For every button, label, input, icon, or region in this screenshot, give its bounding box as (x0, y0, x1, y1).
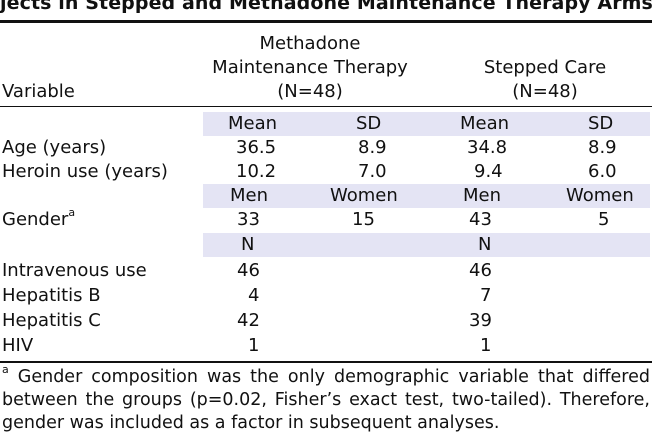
sc-n-subhead: N (478, 234, 492, 255)
hepc-sc: 39 (469, 310, 492, 331)
hiv-label: HIV (2, 335, 34, 356)
gender-mmt-men: 33 (237, 209, 260, 230)
footnote: a Gender composition was the only demogr… (2, 363, 650, 435)
mean-sd-band (203, 112, 650, 136)
footnote-text: Gender composition was the only demograp… (2, 367, 650, 433)
mmt-men-subhead: Men (230, 185, 269, 206)
iv-sc: 46 (469, 260, 492, 281)
heroin-sc-sd: 6.0 (588, 161, 617, 182)
mmt-header-n: (N=48) (277, 81, 343, 102)
hiv-sc: 1 (480, 335, 492, 356)
heroin-mmt-sd: 7.0 (358, 161, 387, 182)
gender-label: Gendera (2, 206, 76, 230)
age-mmt-mean: 36.5 (236, 137, 277, 158)
gender-sc-men: 43 (469, 209, 492, 230)
hepc-label: Hepatitis C (2, 310, 101, 331)
heroin-mmt-mean: 10.2 (236, 161, 277, 182)
mmt-mean-subhead: Mean (228, 113, 278, 134)
sc-men-subhead: Men (463, 185, 502, 206)
heroin-sc-mean: 9.4 (474, 161, 503, 182)
table-title: jects in Stepped and Methadone Maintenan… (0, 0, 652, 14)
mmt-n-subhead: N (241, 234, 255, 255)
mmt-women-subhead: Women (330, 185, 398, 206)
gender-footnote-marker: a (68, 206, 76, 219)
hepc-mmt: 42 (237, 310, 260, 331)
age-label: Age (years) (2, 137, 107, 158)
sc-sd-subhead: SD (588, 113, 614, 134)
heroin-label: Heroin use (years) (2, 161, 168, 182)
mmt-header-line1: Methadone (259, 33, 361, 54)
age-mmt-sd: 8.9 (358, 137, 387, 158)
bottom-rule (0, 361, 652, 363)
gender-sc-women: 5 (598, 209, 610, 230)
top-rule (0, 20, 652, 23)
iv-mmt: 46 (237, 260, 260, 281)
gender-band (203, 184, 650, 208)
iv-label: Intravenous use (2, 260, 147, 281)
hepb-sc: 7 (480, 285, 492, 306)
sc-women-subhead: Women (566, 185, 634, 206)
hepb-label: Hepatitis B (2, 285, 101, 306)
sc-header-line1: Stepped Care (483, 57, 607, 78)
hiv-mmt: 1 (248, 335, 260, 356)
hepb-mmt: 4 (248, 285, 260, 306)
sc-header-n: (N=48) (512, 81, 578, 102)
age-sc-sd: 8.9 (588, 137, 617, 158)
variable-header: Variable (2, 81, 75, 102)
sc-mean-subhead: Mean (460, 113, 510, 134)
n-band (203, 233, 650, 257)
footnote-marker: a (2, 363, 9, 377)
age-sc-mean: 34.8 (467, 137, 508, 158)
mmt-header-line2: Maintenance Therapy (212, 57, 408, 78)
header-rule (0, 106, 652, 107)
gender-mmt-women: 15 (352, 209, 375, 230)
mmt-sd-subhead: SD (356, 113, 382, 134)
